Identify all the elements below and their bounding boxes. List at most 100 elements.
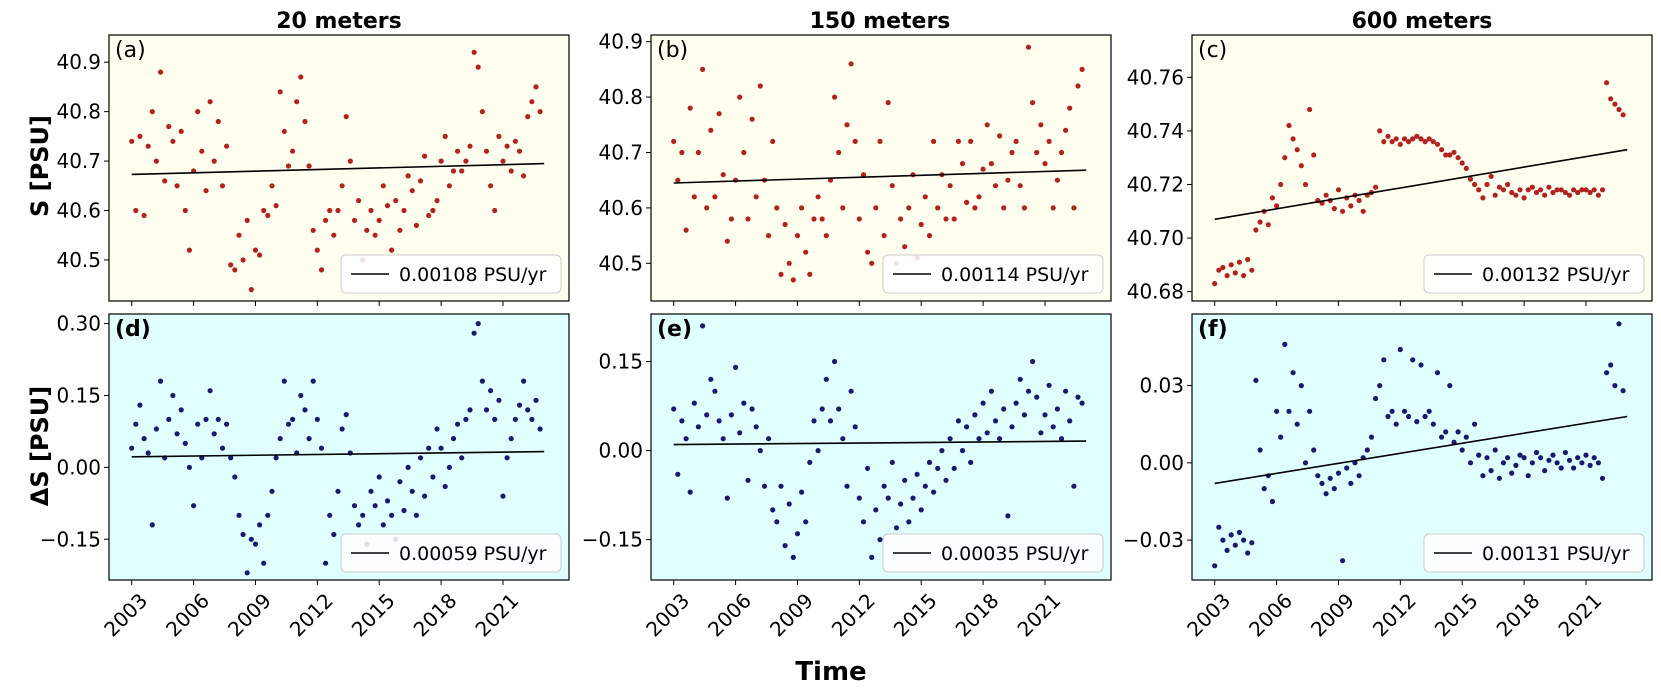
- data-point: [1513, 192, 1519, 198]
- data-point: [430, 474, 436, 480]
- data-point: [745, 216, 751, 222]
- y-tick-label: 40.6: [56, 199, 101, 223]
- data-point: [1472, 421, 1478, 427]
- data-point: [935, 205, 941, 211]
- data-point: [1455, 155, 1461, 161]
- data-point: [1525, 473, 1531, 479]
- data-point: [1476, 187, 1482, 193]
- data-point: [1410, 357, 1416, 363]
- data-point: [1356, 197, 1362, 204]
- data-point: [360, 512, 366, 518]
- data-point: [852, 424, 858, 430]
- data-point: [261, 207, 267, 214]
- data-point: [1282, 155, 1288, 161]
- data-point: [1579, 187, 1585, 193]
- data-point: [1509, 470, 1515, 476]
- data-point: [1050, 424, 1056, 430]
- data-point: [1001, 406, 1007, 412]
- data-point: [1533, 189, 1540, 196]
- data-point: [285, 163, 292, 169]
- plot-content: [1212, 321, 1628, 569]
- data-point: [178, 407, 184, 413]
- data-point: [1575, 455, 1581, 461]
- data-point: [914, 471, 920, 477]
- data-point: [1034, 149, 1040, 156]
- data-point: [691, 400, 697, 406]
- y-tick-label: 40.8: [56, 100, 101, 124]
- data-point: [1571, 187, 1577, 193]
- y-tick-label: 40.7: [598, 140, 643, 164]
- data-point: [199, 148, 205, 154]
- data-point: [298, 74, 304, 80]
- data-point: [525, 114, 531, 120]
- data-point: [1021, 205, 1027, 211]
- x-tick-label: 2021: [1553, 588, 1606, 641]
- data-point: [881, 233, 887, 239]
- data-point: [724, 238, 730, 244]
- data-point: [1046, 138, 1052, 144]
- data-point: [778, 483, 784, 489]
- data-point: [840, 436, 846, 442]
- data-point: [397, 479, 403, 485]
- data-point: [129, 445, 135, 451]
- data-point: [1422, 413, 1428, 420]
- y-tick-label: 0.00: [598, 439, 643, 463]
- data-point: [1447, 152, 1453, 158]
- data-point: [898, 216, 904, 222]
- data-point: [687, 105, 693, 111]
- data-point: [1542, 468, 1548, 474]
- data-point: [745, 477, 751, 483]
- data-point: [799, 205, 805, 211]
- data-point: [434, 198, 440, 204]
- data-point: [906, 205, 912, 211]
- data-point: [671, 406, 677, 412]
- data-point: [1393, 421, 1399, 427]
- data-point: [844, 122, 850, 128]
- data-point: [1302, 181, 1309, 188]
- data-point: [1001, 205, 1007, 211]
- data-point: [182, 440, 188, 446]
- data-point: [389, 512, 395, 518]
- data-point: [815, 448, 821, 454]
- data-point: [298, 392, 304, 399]
- y-tick-label: 40.6: [598, 196, 643, 220]
- data-point: [1554, 187, 1560, 193]
- data-point: [1373, 395, 1379, 402]
- data-point: [1608, 96, 1614, 102]
- data-point: [1063, 127, 1069, 133]
- data-point: [417, 455, 424, 461]
- column-title-20m: 20 meters: [276, 9, 402, 34]
- data-point: [1071, 205, 1077, 211]
- data-point: [716, 111, 722, 117]
- data-point: [951, 465, 957, 471]
- data-point: [483, 148, 490, 154]
- data-point: [1509, 189, 1515, 196]
- data-point: [343, 114, 349, 120]
- data-point: [1443, 429, 1449, 435]
- data-point: [1542, 192, 1548, 198]
- data-point: [1500, 187, 1507, 193]
- y-tick-label: −0.03: [1123, 528, 1184, 552]
- panel-f: −0.03 0.00 0.03 2003 2006 2009 2012 2015 2018 202…: [1123, 313, 1653, 641]
- data-point: [790, 277, 796, 283]
- data-point: [166, 123, 172, 130]
- data-point: [393, 198, 399, 204]
- data-point: [1257, 447, 1263, 453]
- data-point: [496, 133, 502, 139]
- panel-label: (f): [1198, 317, 1228, 342]
- data-point: [675, 471, 681, 477]
- data-point: [471, 330, 477, 336]
- data-point: [757, 83, 763, 89]
- data-point: [516, 402, 523, 408]
- data-point: [186, 247, 192, 253]
- data-point: [997, 133, 1003, 139]
- data-point: [1216, 524, 1222, 530]
- data-point: [848, 388, 854, 394]
- data-point: [327, 207, 333, 214]
- data-point: [873, 205, 879, 211]
- y-tick-label: 40.7: [56, 149, 101, 173]
- data-point: [219, 445, 226, 451]
- data-point: [533, 397, 539, 403]
- data-point: [741, 149, 747, 156]
- data-point: [1348, 203, 1354, 209]
